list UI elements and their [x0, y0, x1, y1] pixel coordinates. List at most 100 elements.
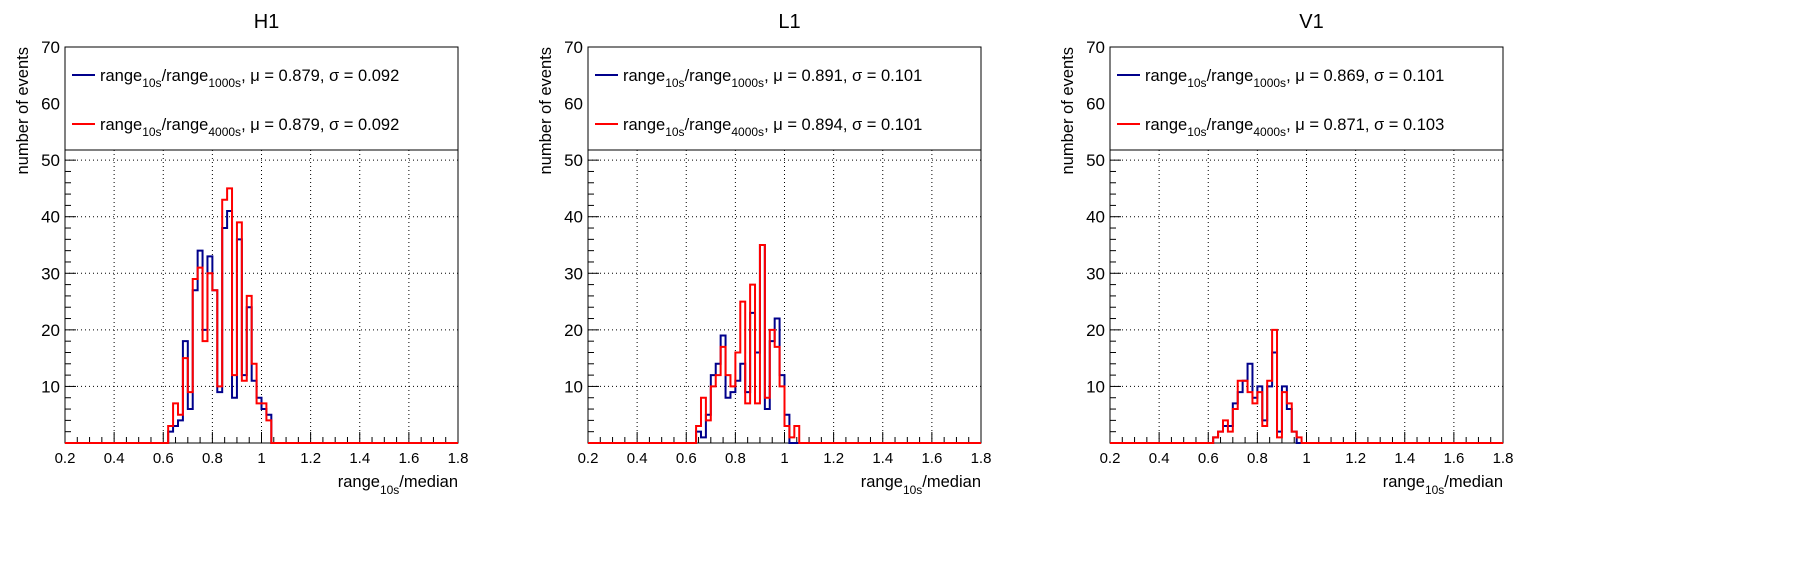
y-tick-label: 20	[41, 321, 60, 340]
x-tick-label: 0.2	[578, 450, 599, 467]
chart-title: H1	[254, 11, 280, 33]
x-tick-label: 0.2	[55, 450, 76, 467]
x-tick-label: 0.8	[1247, 450, 1268, 467]
y-tick-label: 30	[564, 264, 583, 283]
x-tick-label: 0.8	[725, 450, 746, 467]
legend-box	[1109, 46, 1504, 151]
legend-entry: range10s/range4000s, μ = 0.879, σ = 0.09…	[100, 116, 399, 139]
x-tick-label: 1.6	[921, 450, 942, 467]
x-axis-label-main: range	[338, 473, 380, 491]
y-tick-label: 60	[564, 95, 583, 114]
x-tick-label: 1.8	[1493, 450, 1514, 467]
legend-text: /range	[162, 67, 209, 85]
y-axis-label: number of events	[1059, 47, 1077, 175]
legend-subscript: 4000s	[731, 125, 764, 139]
x-tick-label: 0.6	[153, 450, 174, 467]
legend-subscript: 10s	[142, 76, 161, 90]
x-tick-label: 0.6	[676, 450, 697, 467]
x-tick-label: 1.8	[448, 450, 469, 467]
y-tick-label: 20	[1086, 321, 1105, 340]
legend-text: /range	[685, 67, 732, 85]
y-tick-label: 40	[41, 208, 60, 227]
x-tick-label: 1.2	[300, 450, 321, 467]
x-tick-label: 0.2	[1100, 450, 1121, 467]
x-axis-label: range10s/median	[1383, 473, 1503, 497]
legend-stats: , μ = 0.891, σ = 0.101	[764, 67, 922, 85]
legend-text: range	[1145, 67, 1187, 85]
legend-subscript: 4000s	[208, 125, 241, 139]
x-tick-label: 1.4	[349, 450, 370, 467]
y-tick-label: 40	[564, 208, 583, 227]
y-tick-label: 70	[41, 38, 60, 57]
x-axis-label-subscript: 10s	[903, 483, 922, 497]
y-tick-label: 40	[1086, 208, 1105, 227]
x-axis-label-suffix: /median	[922, 473, 981, 491]
y-tick-label: 20	[564, 321, 583, 340]
x-tick-label: 0.4	[104, 450, 125, 467]
legend-subscript: 10s	[665, 125, 684, 139]
x-tick-label: 1.2	[1345, 450, 1366, 467]
legend-text: /range	[1207, 116, 1254, 134]
x-tick-label: 1.4	[872, 450, 893, 467]
legend-subscript: 4000s	[1253, 125, 1286, 139]
y-tick-label: 50	[41, 151, 60, 170]
legend-stats: , μ = 0.871, σ = 0.103	[1286, 116, 1444, 134]
legend-stats: , μ = 0.879, σ = 0.092	[241, 116, 399, 134]
legend-text: range	[623, 116, 665, 134]
legend-text: /range	[162, 116, 209, 134]
legend-text: /range	[1207, 67, 1254, 85]
legend-box	[64, 46, 459, 151]
panel-v1: 0.2 0.4 0.6 0.8 1 1.2 1.4 1.6 1.8 10 20 30 40 50 60 70 r…	[1059, 11, 1513, 497]
x-axis-label-suffix: /median	[399, 473, 458, 491]
x-tick-label: 1.2	[823, 450, 844, 467]
legend-subscript: 1000s	[731, 76, 764, 90]
legend-entry: range10s/range4000s, μ = 0.871, σ = 0.10…	[1145, 116, 1444, 139]
histogram-series-1	[65, 210, 458, 444]
x-tick-label: 0.8	[202, 450, 223, 467]
legend-subscript: 10s	[1187, 76, 1206, 90]
y-tick-label: 50	[1086, 151, 1105, 170]
y-axis-label: number of events	[14, 47, 32, 175]
histogram-series-2	[65, 187, 458, 444]
legend-subscript: 10s	[142, 125, 161, 139]
x-axis-label-suffix: /median	[1444, 473, 1503, 491]
chart-title: V1	[1299, 11, 1323, 33]
x-tick-label: 1.8	[971, 450, 992, 467]
legend-stats: , μ = 0.894, σ = 0.101	[764, 116, 922, 134]
x-axis-label-main: range	[861, 473, 903, 491]
y-tick-label: 10	[41, 377, 60, 396]
x-axis-label-main: range	[1383, 473, 1425, 491]
legend-box	[587, 46, 982, 151]
x-tick-label: 0.4	[1149, 450, 1170, 467]
x-axis-label: range10s/median	[338, 473, 458, 497]
y-tick-label: 50	[564, 151, 583, 170]
x-axis-label-subscript: 10s	[1425, 483, 1444, 497]
legend-text: /range	[685, 116, 732, 134]
legend-text: range	[100, 116, 142, 134]
y-axis-label: number of events	[537, 47, 555, 175]
x-tick-label: 1	[1302, 450, 1310, 467]
legend-text: range	[1145, 116, 1187, 134]
x-tick-label: 0.4	[627, 450, 648, 467]
x-axis-label-subscript: 10s	[380, 483, 399, 497]
legend-subscript: 10s	[665, 76, 684, 90]
x-tick-label: 1.6	[398, 450, 419, 467]
y-tick-label: 30	[41, 264, 60, 283]
x-tick-label: 0.6	[1198, 450, 1219, 467]
x-tick-label: 1	[780, 450, 788, 467]
histogram-series-2	[588, 244, 981, 444]
y-tick-label: 70	[1086, 38, 1105, 57]
legend-entry: range10s/range1000s, μ = 0.879, σ = 0.09…	[100, 67, 399, 90]
y-tick-label: 60	[1086, 95, 1105, 114]
legend-text: range	[623, 67, 665, 85]
legend-entry: range10s/range1000s, μ = 0.869, σ = 0.10…	[1145, 67, 1444, 90]
legend-subscript: 1000s	[1253, 76, 1286, 90]
y-tick-label: 30	[1086, 264, 1105, 283]
x-axis-label: range10s/median	[861, 473, 981, 497]
legend-subscript: 1000s	[208, 76, 241, 90]
y-tick-label: 10	[564, 377, 583, 396]
y-tick-label: 10	[1086, 377, 1105, 396]
x-tick-label: 1.6	[1443, 450, 1464, 467]
legend-text: range	[100, 67, 142, 85]
legend-entry: range10s/range4000s, μ = 0.894, σ = 0.10…	[623, 116, 922, 139]
